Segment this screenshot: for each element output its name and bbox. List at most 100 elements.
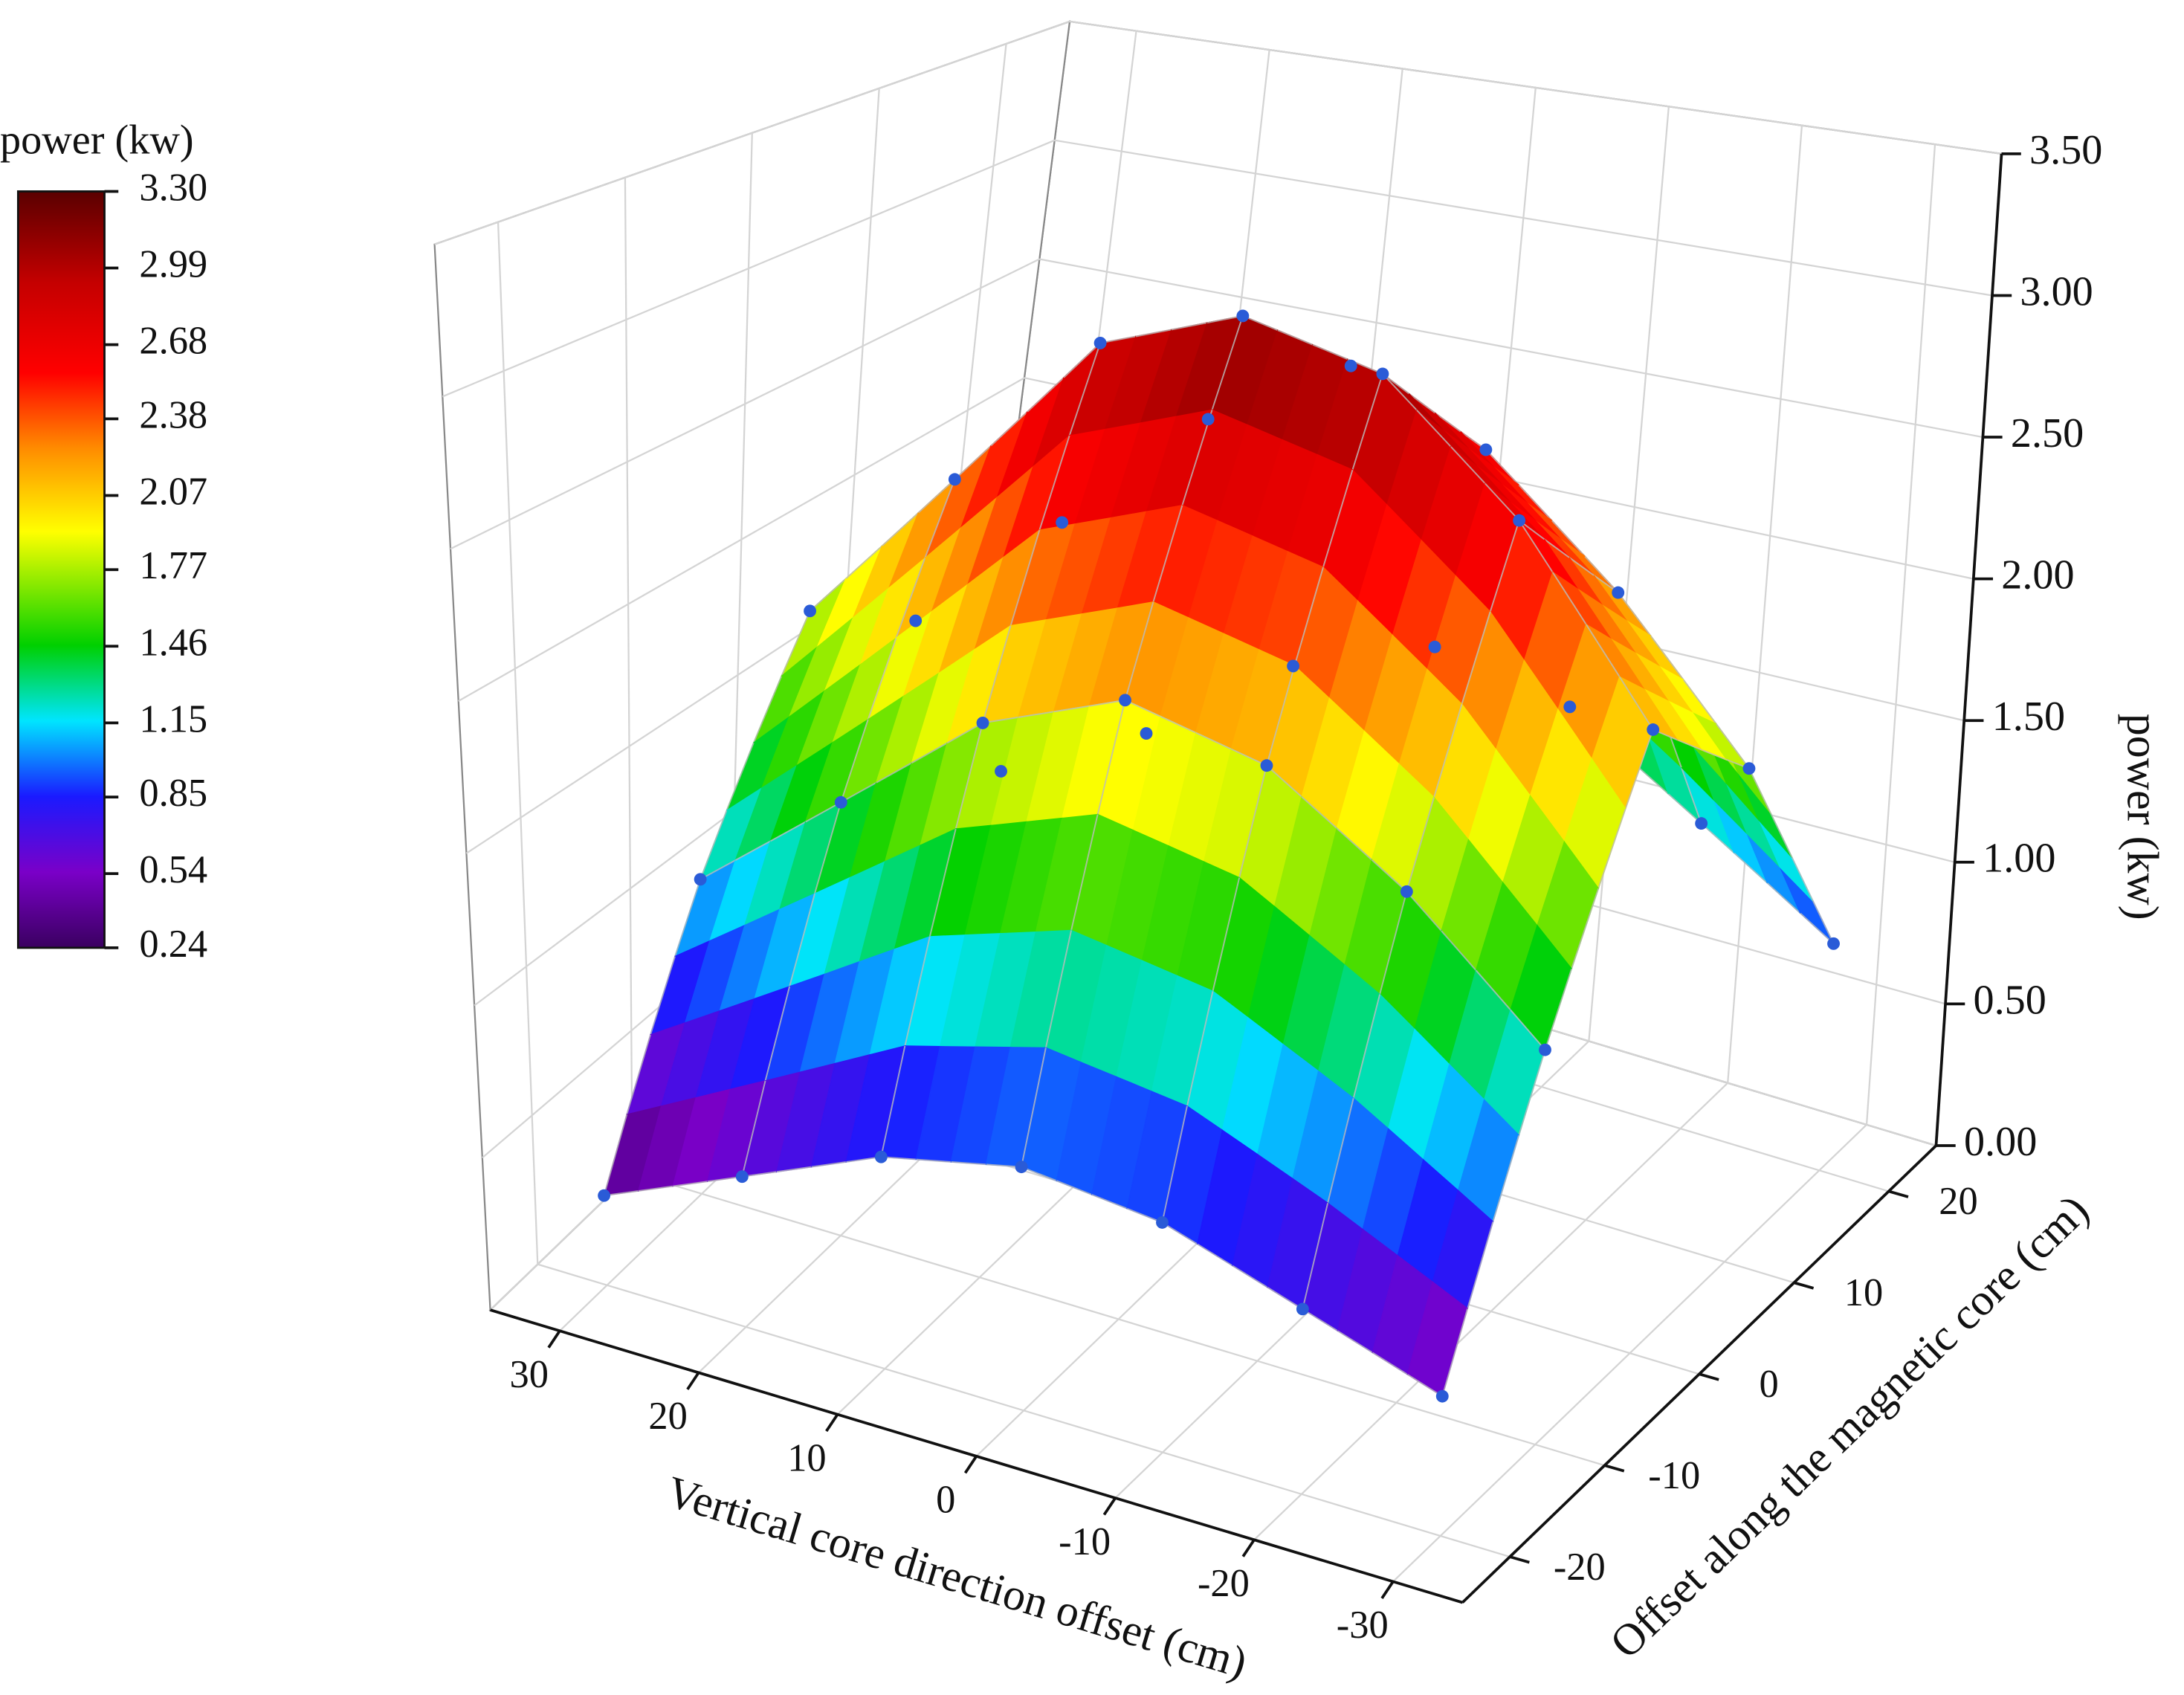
z-tick-label: 1.00	[1983, 836, 2055, 882]
surface-grid	[1408, 393, 1435, 414]
surface-grid	[1096, 699, 1161, 815]
colorbar-tick-label: 2.68	[139, 320, 207, 363]
data-point	[834, 795, 847, 809]
surface-grid	[916, 1158, 952, 1163]
tick-mark	[1888, 1189, 1909, 1198]
surface-grid	[789, 893, 815, 987]
data-point	[1344, 359, 1357, 372]
colorbar-tick-label: 1.15	[139, 697, 207, 740]
colorbar-tick-label: 1.46	[139, 621, 207, 664]
surface-grid	[673, 1181, 708, 1187]
colorbar-title: power (kw)	[0, 117, 194, 164]
surface-grid	[1416, 410, 1452, 448]
grid-line	[632, 1172, 1605, 1467]
data-point	[1015, 1160, 1028, 1174]
tick-mark	[547, 1330, 561, 1349]
tick-mark	[1380, 1581, 1395, 1599]
surface-grid	[1351, 373, 1418, 471]
grid-line	[1039, 258, 1983, 439]
surface-grid	[1277, 329, 1314, 346]
data-point	[1435, 1389, 1449, 1403]
colorbar-tick-label: 3.30	[139, 167, 207, 210]
data-point	[976, 717, 989, 729]
z-tick-label: 2.00	[2001, 552, 2074, 598]
surface-grid	[1441, 930, 1477, 971]
x-tick-label: 10	[787, 1436, 826, 1479]
surface-grid	[1434, 412, 1461, 433]
surface-grid	[1543, 538, 1570, 558]
data-point	[948, 473, 961, 486]
grid-line	[450, 258, 1040, 550]
surface-grid	[781, 578, 847, 677]
tick-mark	[1102, 1497, 1117, 1516]
surface-grid	[924, 445, 992, 559]
surface	[603, 314, 1835, 1398]
surface-grid	[1045, 930, 1073, 1048]
data-point	[995, 765, 1007, 778]
surface-grid	[1597, 808, 1626, 889]
z-tick-label: 0.50	[1974, 977, 2046, 1023]
surface-grid	[1186, 991, 1214, 1107]
surface-grid	[1683, 679, 1717, 725]
surface-grid	[1461, 611, 1491, 705]
data-point	[1827, 937, 1840, 950]
surface-grid	[1618, 677, 1654, 810]
grid-line	[1069, 20, 2002, 155]
data-point	[1093, 337, 1107, 349]
surface-grid	[1312, 343, 1348, 361]
grid-line	[442, 139, 1056, 398]
data-point	[1612, 586, 1625, 599]
data-point	[694, 873, 707, 886]
grid-line	[497, 222, 539, 1265]
surface-grid	[867, 638, 897, 720]
axis-line	[1461, 1144, 1937, 1604]
axis-line	[490, 1308, 1463, 1604]
surface-grid	[674, 859, 736, 957]
data-point	[598, 1189, 611, 1202]
surface-grid	[1337, 1330, 1373, 1354]
grid-line	[624, 177, 633, 1173]
surface-grid	[990, 411, 1028, 447]
surface-grid	[1568, 557, 1595, 576]
grid-line	[1865, 144, 1936, 1125]
surface-grid	[1766, 882, 1801, 914]
surface-grid	[904, 936, 931, 1047]
surface-grid	[1800, 900, 1835, 944]
z-tick-label: 2.50	[2011, 410, 2084, 456]
surface-grid	[1212, 877, 1241, 992]
surface-grid	[638, 1185, 673, 1192]
y-tick-label: -10	[1648, 1454, 1700, 1497]
tick-mark	[686, 1372, 700, 1390]
surface-grid	[1475, 969, 1511, 1011]
surface-grid	[1152, 505, 1183, 603]
surface-grid	[1197, 1243, 1233, 1267]
surface-grid	[1701, 749, 1726, 761]
grid-line	[458, 377, 1025, 702]
z-tick-label: 1.50	[1992, 694, 2065, 740]
surface-grid	[1551, 572, 1587, 625]
colorbar: 3.30 2.99 2.68 2.38 2.07 1.77 1.46 1.15 0.85 0.54…	[16, 167, 207, 966]
data-point	[735, 1170, 749, 1184]
colorbar-tick-label: 0.85	[139, 772, 207, 815]
tick-mark	[1509, 1555, 1530, 1564]
data-points	[598, 309, 1840, 1403]
data-point	[874, 1150, 888, 1163]
surface-grid	[1489, 520, 1554, 613]
surface-grid	[1734, 852, 1768, 884]
tick-mark	[1699, 1372, 1719, 1381]
data-point	[1236, 309, 1250, 323]
grid-line	[1054, 139, 1993, 297]
surface-grid	[1171, 322, 1208, 331]
x-tick-label: -30	[1337, 1604, 1389, 1647]
colorbar-tick-label: 2.07	[139, 470, 207, 513]
surface-grid	[1551, 520, 1586, 558]
tick-mark	[1604, 1464, 1625, 1473]
data-point	[1400, 885, 1413, 898]
surface-grid	[1681, 766, 1735, 854]
z-tick-label: 3.00	[2020, 268, 2093, 314]
surface-grid	[1181, 410, 1213, 506]
surface-grid	[1018, 711, 1054, 718]
colorbar-scale	[16, 190, 106, 949]
surface-grid	[1021, 1047, 1057, 1182]
x-tick-label: 0	[936, 1479, 955, 1522]
